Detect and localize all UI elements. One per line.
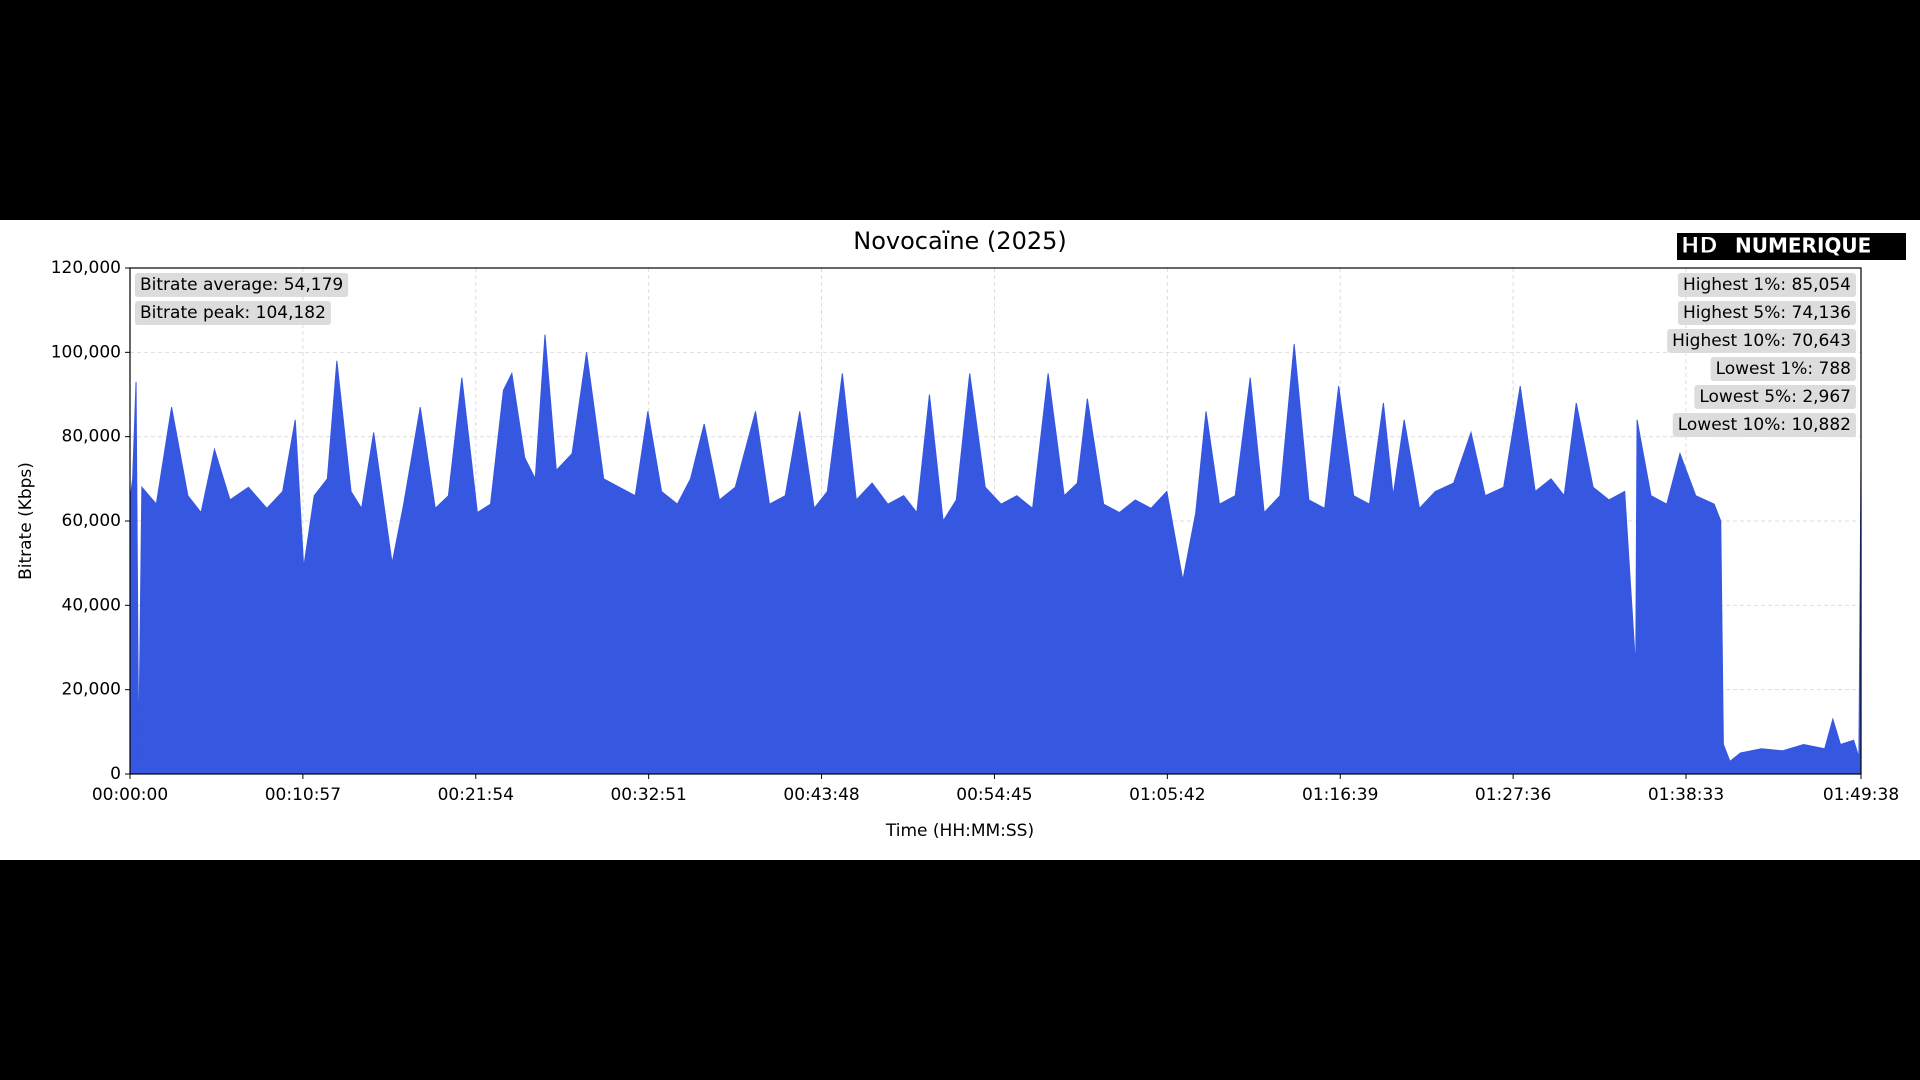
annotation-box xyxy=(1694,385,1856,409)
annotation: Lowest 10%: 10,882 xyxy=(1672,413,1856,437)
chart-title: Novocaïne (2025) xyxy=(853,227,1067,255)
x-tick-label: 00:21:54 xyxy=(438,785,514,805)
annotation: Bitrate average: 54,179 xyxy=(135,273,349,297)
annotation: Highest 1%: 85,054 xyxy=(1677,273,1856,297)
plot-frame xyxy=(129,267,1862,775)
x-tick-label: 00:54:45 xyxy=(956,785,1032,805)
x-tick-label: 00:10:57 xyxy=(265,785,341,805)
y-tick-label: 0 xyxy=(110,764,121,784)
x-axis-label: Time (HH:MM:SS) xyxy=(885,821,1034,841)
x-tick-label: 01:38:33 xyxy=(1648,785,1724,805)
annotation-box xyxy=(1710,357,1856,381)
annotation-box xyxy=(1677,301,1856,325)
logo-name: NUMERIQUE xyxy=(1735,234,1871,258)
y-tick-label: 60,000 xyxy=(62,511,121,531)
logo-box xyxy=(1677,233,1906,260)
annotation-box xyxy=(135,301,331,325)
annotation-box xyxy=(1677,273,1856,297)
annotation: Lowest 1%: 788 xyxy=(1710,357,1856,381)
y-tick-label: 100,000 xyxy=(51,342,121,362)
x-tick-label: 00:32:51 xyxy=(610,785,686,805)
annotation-text: Highest 10%: 70,643 xyxy=(1672,331,1851,351)
x-tick-label: 00:00:00 xyxy=(92,785,168,805)
annotation: Bitrate peak: 104,182 xyxy=(135,301,331,325)
y-tick-label: 120,000 xyxy=(51,258,121,278)
x-tick-label: 00:43:48 xyxy=(783,785,859,805)
annotation-text: Highest 5%: 74,136 xyxy=(1683,303,1851,323)
y-tick-label: 40,000 xyxy=(62,595,121,615)
y-axis-label: Bitrate (Kbps) xyxy=(16,462,36,580)
y-tick-label: 80,000 xyxy=(62,427,121,447)
bitrate-area xyxy=(129,334,1862,775)
annotation-text: Lowest 10%: 10,882 xyxy=(1678,415,1851,435)
annotation-text: Highest 1%: 85,054 xyxy=(1683,275,1851,295)
annotation-text: Lowest 1%: 788 xyxy=(1716,359,1851,379)
annotation: Highest 5%: 74,136 xyxy=(1677,301,1856,325)
x-tick-label: 01:27:36 xyxy=(1475,785,1551,805)
annotation-box xyxy=(1667,329,1856,353)
annotation-box xyxy=(1672,413,1856,437)
annotation: Lowest 5%: 2,967 xyxy=(1694,385,1856,409)
annotation-text: Bitrate peak: 104,182 xyxy=(140,303,326,323)
annotation-text: Lowest 5%: 2,967 xyxy=(1699,387,1851,407)
annotation-text: Bitrate average: 54,179 xyxy=(140,275,343,295)
annotation-box xyxy=(135,273,349,297)
logo-hd: HD xyxy=(1681,234,1718,259)
x-tick-label: 01:49:38 xyxy=(1823,785,1899,805)
annotation: Highest 10%: 70,643 xyxy=(1667,329,1856,353)
y-tick-label: 20,000 xyxy=(62,680,121,700)
x-tick-label: 01:05:42 xyxy=(1129,785,1205,805)
x-tick-label: 01:16:39 xyxy=(1302,785,1378,805)
